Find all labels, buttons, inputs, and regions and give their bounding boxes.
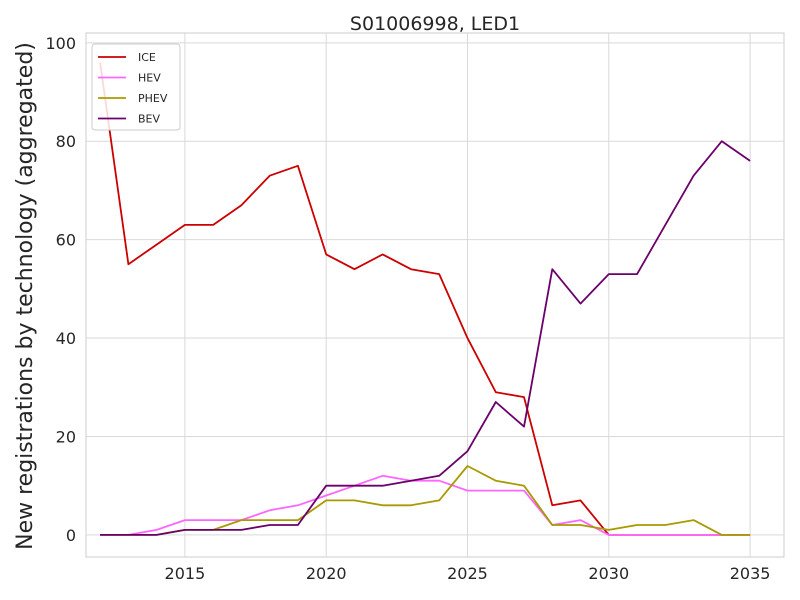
series-line-bev — [100, 140, 751, 536]
x-tick-label: 2035 — [730, 564, 771, 583]
legend-label-bev: BEV — [138, 113, 160, 126]
y-axis-ticks: 0 20 40 60 80 100 — [45, 34, 76, 545]
legend-box — [91, 43, 181, 131]
grid — [86, 33, 784, 557]
legend: ICE HEV PHEV BEV — [91, 43, 181, 131]
x-axis-ticks: 2015 2020 2025 2030 2035 — [165, 564, 771, 583]
x-tick-label: 2020 — [306, 564, 347, 583]
y-tick-label: 40 — [56, 329, 76, 348]
y-axis-label: New registrations by technology (aggrega… — [13, 42, 38, 550]
chart-title: S01006998, LED1 — [350, 13, 520, 35]
y-tick-label: 80 — [56, 132, 76, 151]
series-line-hev — [100, 474, 751, 536]
x-tick-label: 2030 — [588, 564, 629, 583]
y-tick-label: 0 — [66, 526, 76, 545]
series-lines — [99, 62, 751, 536]
y-tick-label: 60 — [56, 231, 76, 250]
plot-area — [85, 32, 785, 558]
legend-label-phev: PHEV — [138, 92, 168, 105]
x-tick-label: 2025 — [447, 564, 488, 583]
y-tick-label: 20 — [56, 427, 76, 446]
legend-label-hev: HEV — [138, 72, 161, 85]
y-tick-label: 100 — [45, 34, 76, 53]
legend-label-ice: ICE — [138, 51, 156, 64]
x-tick-label: 2015 — [165, 564, 206, 583]
